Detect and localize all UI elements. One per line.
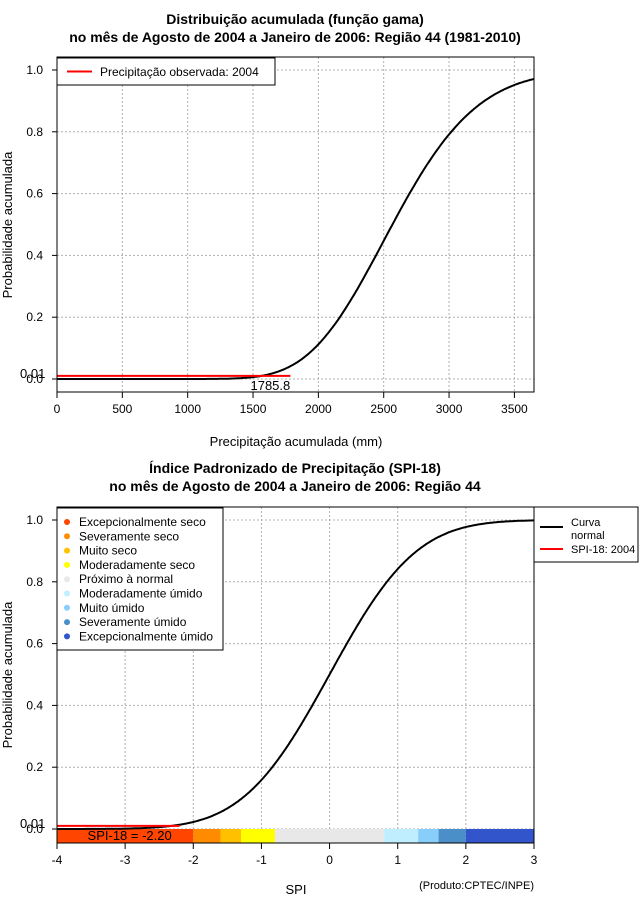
chart2-x-tick-label-6: 2 xyxy=(463,853,470,867)
chart1-plot-frame xyxy=(56,56,535,393)
chart1-x-tick-label-6: 3000 xyxy=(436,402,463,416)
chart1-y-axis: 0.0 0.2 0.4 0.6 0.8 1.0 xyxy=(26,63,57,386)
chart2-title-line2: no mês de Agosto de 2004 a Janeiro de 20… xyxy=(109,478,481,494)
chart2-x-tick-label-5: 1 xyxy=(394,853,401,867)
chart2-x-tick-label-0: -4 xyxy=(52,853,63,867)
chart-spi: Índice Padronizado de Precipitação (SPI-… xyxy=(0,460,639,897)
chart1-x-tick-label-7: 3500 xyxy=(501,402,528,416)
chart2-curve-legend-spi-label: SPI-18: 2004 xyxy=(571,544,635,556)
chart2-category-legend-marker-0 xyxy=(64,519,70,525)
chart2-category-segment-7 xyxy=(438,829,466,843)
chart1-x-tick-label-0: 0 xyxy=(54,402,61,416)
chart2-curve-legend-normal-line2: normal xyxy=(571,530,605,542)
chart2-x-axis: -4 -3 -2 -1 0 1 2 3 xyxy=(52,843,538,867)
chart1-observed-value-label: 1785.8 xyxy=(250,378,290,393)
chart1-legend-label: Precipitação observada: 2004 xyxy=(100,65,259,79)
chart2-category-legend-marker-6 xyxy=(64,604,70,611)
chart2-category-legend-label-4: Próximo à normal xyxy=(79,572,173,586)
chart2-x-tick-label-7: 3 xyxy=(531,853,538,867)
chart2-category-legend-box xyxy=(56,507,224,651)
chart2-y-tick-label-3: 0.6 xyxy=(26,637,43,651)
chart1-y-tick-label-1: 0.2 xyxy=(26,310,43,324)
chart1-curve-group xyxy=(57,77,535,380)
chart2-category-segment-4 xyxy=(275,829,385,843)
chart1-x-axis: 0 500 1000 1500 2000 2500 3000 3500 xyxy=(54,392,528,416)
chart2-plot-frame xyxy=(56,506,535,844)
chart2-category-legend-marker-8 xyxy=(64,633,70,640)
chart2-category-legend-label-0: Excepcionalmente seco xyxy=(79,515,206,529)
chart2-category-segment-3 xyxy=(240,829,276,843)
chart2-credit: (Produto:CPTEC/INPE) xyxy=(419,880,534,892)
chart2-category-segment-5 xyxy=(384,829,419,843)
chart1-y-tick-label-2: 0.4 xyxy=(26,248,43,262)
chart2-x-tick-label-3: -1 xyxy=(256,853,267,867)
chart2-category-segment-1 xyxy=(193,829,221,843)
chart2-observed-group: SPI-18 = -2.20 0.01 xyxy=(20,816,180,843)
chart2-category-legend-label-1: Severamente seco xyxy=(79,529,179,543)
chart1-x-tick-label-5: 2500 xyxy=(370,402,397,416)
chart1-x-tick-label-3: 1500 xyxy=(240,402,267,416)
chart2-category-legend-marker-3 xyxy=(64,561,70,568)
chart-gamma: Distribuição acumulada (função gama) no … xyxy=(0,11,535,449)
chart2-y-tick-label-4: 0.8 xyxy=(26,575,43,589)
chart2-x-tick-label-2: -2 xyxy=(188,853,199,867)
chart2-curve-legend-normal-line1: Curva xyxy=(571,517,601,529)
chart2-x-tick-label-4: 0 xyxy=(326,853,333,867)
chart2-observed-probability-label: 0.01 xyxy=(20,816,45,831)
chart1-title-line1: Distribuição acumulada (função gama) xyxy=(166,11,424,27)
chart2-category-legend-label-3: Moderadamente seco xyxy=(79,558,195,572)
chart1-grid xyxy=(56,57,534,392)
chart2-category-segment-2 xyxy=(220,829,241,843)
chart2-category-legend-marker-7 xyxy=(64,619,70,626)
chart2-category-legend-marker-5 xyxy=(64,590,70,597)
chart1-x-axis-label: Precipitação acumulada (mm) xyxy=(210,434,383,449)
chart2-y-tick-label-0: 0.0 xyxy=(26,822,43,836)
chart2-category-legend-marker-4 xyxy=(64,576,70,583)
chart2-category-bar xyxy=(57,829,534,843)
chart2-category-segment-8 xyxy=(465,829,534,843)
chart1-observed-group: 1785.8 0.01 xyxy=(20,366,291,393)
chart2-category-legend-label-8: Excepcionalmente úmido xyxy=(79,629,213,643)
chart2-y-tick-label-5: 1.0 xyxy=(26,513,43,527)
chart1-x-tick-label-2: 1000 xyxy=(174,402,201,416)
chart2-curve-group xyxy=(57,519,534,830)
chart2-title-line1: Índice Padronizado de Precipitação (SPI-… xyxy=(149,460,441,476)
chart1-y-tick-label-4: 0.8 xyxy=(26,125,43,139)
chart2-category-legend-label-2: Muito seco xyxy=(79,544,137,558)
chart2-category-legend-label-7: Severamente úmido xyxy=(79,615,187,629)
chart2-y-tick-label-2: 0.4 xyxy=(26,698,43,712)
chart1-title-line2: no mês de Agosto de 2004 a Janeiro de 20… xyxy=(69,29,521,45)
chart2-category-legend-label-5: Moderadamente úmido xyxy=(79,587,203,601)
chart2-curve-legend-box xyxy=(533,506,639,563)
chart1-y-axis-label: Probabilidade acumulada xyxy=(0,151,15,298)
chart1-observed-probability-label: 0.01 xyxy=(20,366,45,381)
chart2-x-tick-label-1: -3 xyxy=(120,853,131,867)
chart2-category-legend-label-6: Muito úmido xyxy=(79,601,145,615)
chart1-legend-box xyxy=(56,57,276,86)
chart2-category-legend-marker-1 xyxy=(64,533,70,540)
chart2-y-axis: 0.0 0.2 0.4 0.6 0.8 1.0 xyxy=(26,513,57,836)
chart2-observed-value-label: SPI-18 = -2.20 xyxy=(88,828,172,843)
chart2-curve-legend: Curva normal SPI-18: 2004 xyxy=(533,506,639,563)
chart1-y-tick-label-3: 0.6 xyxy=(26,187,43,201)
chart2-normal-curve xyxy=(57,519,534,830)
chart1-y-tick-label-5: 1.0 xyxy=(26,63,43,77)
chart2-y-tick-label-1: 0.2 xyxy=(26,760,43,774)
chart1-y-tick-label-0: 0.0 xyxy=(26,372,43,386)
chart1-x-tick-label-1: 500 xyxy=(112,402,132,416)
chart1-x-tick-label-4: 2000 xyxy=(305,402,332,416)
chart2-category-segment-0 xyxy=(57,829,194,843)
chart1-legend: Precipitação observada: 2004 xyxy=(56,57,276,86)
chart2-category-segment-6 xyxy=(418,829,439,843)
chart1-gamma-curve xyxy=(57,77,535,380)
chart2-y-axis-label: Probabilidade acumulada xyxy=(0,601,15,748)
chart2-category-legend-marker-2 xyxy=(64,547,70,554)
chart2-x-axis-label: SPI xyxy=(286,882,307,897)
